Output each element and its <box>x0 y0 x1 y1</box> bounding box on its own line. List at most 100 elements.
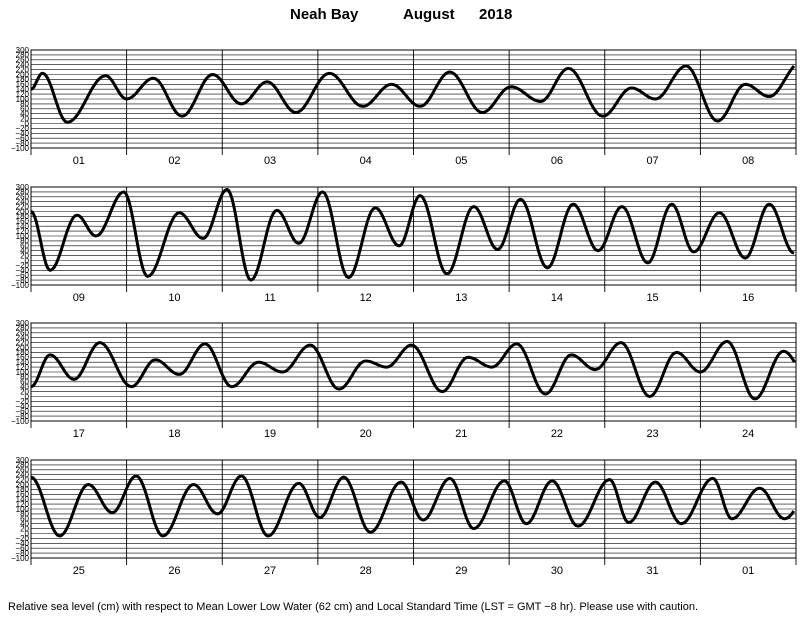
y-tick-label: 140 <box>16 495 30 504</box>
day-label: 13 <box>455 292 467 304</box>
day-label: 31 <box>646 565 658 577</box>
day-label: 29 <box>455 565 467 577</box>
tide-curve <box>31 64 796 124</box>
chart-title: Neah Bay August 2018 <box>0 6 800 28</box>
y-tick-label: −40 <box>15 129 29 138</box>
y-tick-label: −40 <box>15 402 29 411</box>
day-label: 22 <box>551 428 563 440</box>
y-tick-label: 120 <box>16 227 30 236</box>
panel-frame <box>30 186 797 286</box>
day-label: 28 <box>360 565 372 577</box>
day-label: 06 <box>551 155 563 167</box>
y-tick-label: 60 <box>20 105 29 114</box>
y-tick-label: 0 <box>25 119 30 128</box>
y-tick-label: 80 <box>20 100 29 109</box>
y-tick-label: 220 <box>16 65 30 74</box>
y-tick-label: 100 <box>16 232 30 241</box>
y-tick-label: −40 <box>15 539 29 548</box>
y-tick-label: 40 <box>20 110 29 119</box>
y-tick-label: 80 <box>20 237 29 246</box>
y-tick-label: 300 <box>16 46 30 55</box>
y-tick-label: 260 <box>16 56 30 65</box>
day-label: 02 <box>168 155 180 167</box>
y-tick-label: −20 <box>15 261 29 270</box>
y-tick-label: 180 <box>16 75 30 84</box>
y-tick-label: 200 <box>16 480 30 489</box>
month-label: August <box>403 6 455 23</box>
y-tick-label: 240 <box>16 471 30 480</box>
y-tick-label: 260 <box>16 193 30 202</box>
y-tick-label: −80 <box>15 139 29 148</box>
y-tick-label: 100 <box>16 95 30 104</box>
day-label: 07 <box>646 155 658 167</box>
y-tick-label: 280 <box>16 461 30 470</box>
y-tick-label: 20 <box>20 387 29 396</box>
y-tick-label: 260 <box>16 329 30 338</box>
y-tick-label: 200 <box>16 343 30 352</box>
y-tick-label: 20 <box>20 524 29 533</box>
y-tick-label: 240 <box>16 198 30 207</box>
day-label: 16 <box>742 292 754 304</box>
day-label: 04 <box>360 155 372 167</box>
y-tick-label: 160 <box>16 353 30 362</box>
panel-frame <box>30 322 797 422</box>
y-tick-label: 300 <box>16 319 30 328</box>
y-tick-label: 140 <box>16 222 30 231</box>
y-tick-label: −60 <box>15 407 29 416</box>
day-label: 21 <box>455 428 467 440</box>
y-tick-label: 140 <box>16 85 30 94</box>
tide-panel: 3002802602402202001801601401201008060402… <box>11 46 797 167</box>
year-label: 2018 <box>479 6 513 23</box>
y-tick-label: 180 <box>16 212 30 221</box>
footnote: Relative sea level (cm) with respect to … <box>8 601 699 613</box>
day-label: 19 <box>264 428 276 440</box>
y-tick-label: −100 <box>11 144 30 153</box>
y-tick-label: 0 <box>25 256 30 265</box>
y-tick-label: 40 <box>20 520 29 529</box>
y-tick-label: 200 <box>16 70 30 79</box>
y-tick-label: 220 <box>16 475 30 484</box>
day-label: 24 <box>742 428 754 440</box>
day-label: 10 <box>168 292 180 304</box>
tide-curve <box>31 339 796 401</box>
y-tick-label: 20 <box>20 114 29 123</box>
y-tick-label: 160 <box>16 490 30 499</box>
y-tick-label: −20 <box>15 124 29 133</box>
day-label: 27 <box>264 565 276 577</box>
y-tick-label: −60 <box>15 271 29 280</box>
y-tick-label: 280 <box>16 51 30 60</box>
y-tick-label: 220 <box>16 338 30 347</box>
day-label: 03 <box>264 155 276 167</box>
y-tick-label: −60 <box>15 544 29 553</box>
y-tick-label: 260 <box>16 466 30 475</box>
y-tick-label: 300 <box>16 456 30 465</box>
tide-curve <box>31 187 795 282</box>
day-label: 01 <box>73 155 85 167</box>
y-tick-label: 60 <box>20 378 29 387</box>
y-tick-label: 180 <box>16 348 30 357</box>
y-tick-label: −80 <box>15 412 29 421</box>
day-label: 05 <box>455 155 467 167</box>
y-tick-label: 40 <box>20 383 29 392</box>
y-tick-label: −100 <box>11 554 30 563</box>
y-tick-label: −100 <box>11 417 30 426</box>
y-tick-label: 60 <box>20 242 29 251</box>
y-tick-label: 80 <box>20 373 29 382</box>
day-label: 17 <box>73 428 85 440</box>
day-label: 30 <box>551 565 563 577</box>
tide-panel: 3002802602402202001801601401201008060402… <box>11 456 797 577</box>
tide-panel: 3002802602402202001801601401201008060402… <box>11 319 797 440</box>
panel-frame <box>30 459 797 559</box>
y-tick-label: 140 <box>16 358 30 367</box>
station-name: Neah Bay <box>290 6 359 23</box>
y-tick-label: 0 <box>25 529 30 538</box>
day-label: 14 <box>551 292 563 304</box>
y-tick-label: 120 <box>16 500 30 509</box>
y-tick-label: 80 <box>20 510 29 519</box>
y-tick-label: 60 <box>20 515 29 524</box>
day-label: 26 <box>168 565 180 577</box>
y-tick-label: 220 <box>16 202 30 211</box>
y-tick-label: 240 <box>16 334 30 343</box>
y-tick-label: 200 <box>16 207 30 216</box>
y-tick-label: −100 <box>11 281 30 290</box>
